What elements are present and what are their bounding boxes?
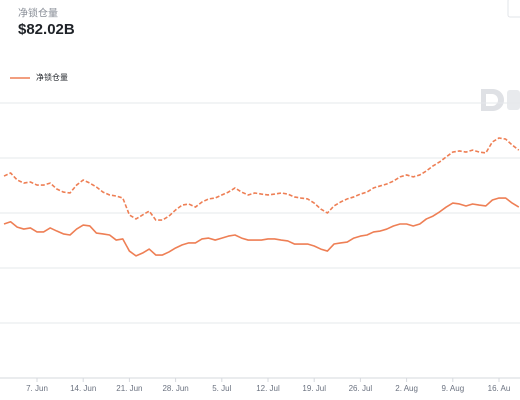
corner-button[interactable] <box>507 0 520 18</box>
legend-label: 净锁仓量 <box>36 72 68 82</box>
x-tick-label: 26. Jul <box>349 384 373 393</box>
x-tick-label: 16. Au <box>488 384 511 393</box>
metric-label: 净锁仓量 <box>18 7 58 20</box>
metric-value: $82.02B <box>18 21 75 38</box>
watermark <box>481 89 520 111</box>
x-tick-label: 28. Jun <box>162 384 188 393</box>
x-tick-label: 12. Jul <box>256 384 280 393</box>
x-tick-label: 9. Aug <box>441 384 464 393</box>
x-tick-label: 21. Jun <box>116 384 142 393</box>
line <box>3 197 520 257</box>
x-tick-label: 5. Jul <box>212 384 231 393</box>
x-tick-label: 14. Jun <box>70 384 96 393</box>
dashed-line <box>3 137 520 221</box>
x-tick-label: 2. Aug <box>395 384 418 393</box>
x-tick-label: 7. Jun <box>26 384 48 393</box>
x-tick-label: 19. Jul <box>302 384 326 393</box>
